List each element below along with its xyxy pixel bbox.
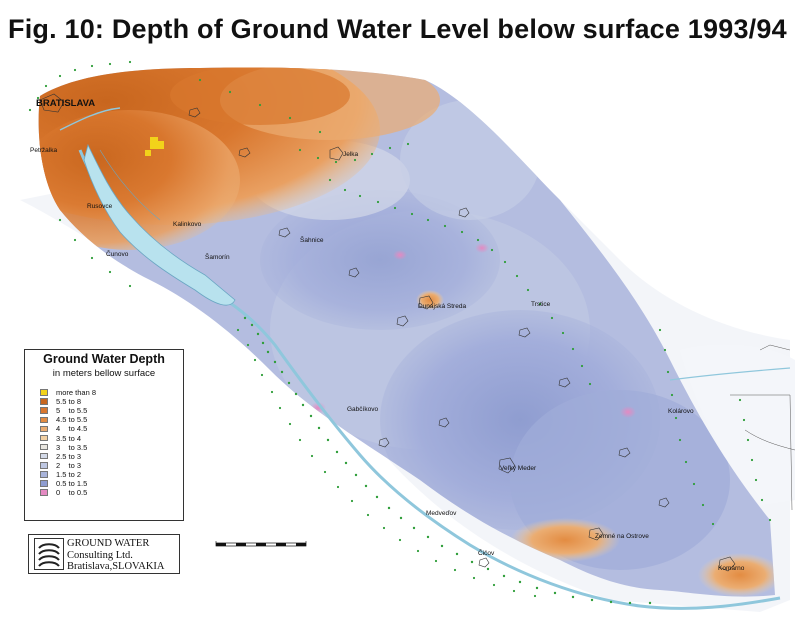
legend-swatch [40,480,48,487]
legend-label: 3 to 3.5 [56,442,88,452]
legend-label: 2 to 3 [56,460,82,470]
company-name-line: Bratislava,SLOVAKIA [67,561,165,572]
legend-title: Ground Water Depth [43,352,165,366]
legend-item: more than 8 [40,388,96,397]
page-title: Fig. 10: Depth of Ground Water Level bel… [8,14,787,44]
legend-label: 4.5 to 5.5 [56,415,88,425]
place-label: Rusovce [87,203,113,210]
legend-item: 5.5 to 8 [40,397,96,406]
legend-swatch [40,489,48,496]
legend-label: 2.5 to 3 [56,451,82,461]
legend-swatch [40,389,48,396]
danube-river [59,107,791,610]
legend: Ground Water Depth in meters bellow surf… [24,349,184,521]
company-name-line: Consulting Ltd. [67,549,133,561]
legend-item: 3.5 to 4 [40,433,96,443]
legend-item: 4.5 to 5.5 [40,415,96,424]
place-label: Kolárovo [668,408,694,415]
legend-label: more than 8 [56,388,97,398]
place-label: BRATISLAVA [36,98,95,109]
legend-item: 2 to 3 [40,461,96,470]
place-label: Gabčíkovo [347,406,378,413]
legend-item: 4 to 4.5 [40,424,96,433]
legend-swatch [40,443,48,451]
place-label: Zemné na Ostrove [595,533,649,540]
place-label: Petržalka [30,147,57,154]
roads [730,344,796,511]
company-name-line: GROUND WATER [67,538,150,549]
place-label: Šamorín [205,252,230,261]
legend-item: 1.5 to 2 [40,470,96,479]
legend-item: 2.5 to 3 [40,452,96,461]
legend-swatch [40,471,48,478]
legend-swatch [40,398,48,405]
legend-item: 5 to 5.5 [40,406,96,415]
legend-swatch [40,407,48,414]
place-label: Čunovo [106,249,129,258]
legend-swatch [40,425,48,433]
legend-swatch [40,416,48,424]
scale-bar [215,541,307,547]
place-label: Šahnice [300,235,324,244]
legend-item: 0 to 0.5 [40,488,96,497]
legend-subtitle: in meters bellow surface [52,368,156,379]
legend-swatch [40,462,48,469]
place-label: Jelka [343,151,359,158]
place-label: Čičov [478,548,495,557]
settlement-outlines [39,93,736,572]
legend-item: 3 to 3.5 [40,443,96,452]
legend-label: 0 to 0.5 [56,488,88,498]
company-logo-box: GROUND WATER Consulting Ltd. Bratislava,… [28,534,180,574]
vegetation-dots [28,60,772,605]
legend-swatch [40,434,48,442]
company-emblem-icon [34,538,64,570]
legend-label: 1.5 to 2 [56,469,82,479]
legend-label: 4 to 4.5 [56,424,88,434]
legend-label: 3.5 to 4 [56,433,82,443]
place-label: Medveďov [426,510,457,517]
place-label: Dunajská Streda [418,303,466,310]
place-labels: BRATISLAVA Petržalka Rusovce Čunovo Kali… [30,98,745,572]
company-name: GROUND WATER Consulting Ltd. Bratislava,… [67,538,165,573]
legend-label: 5.5 to 8 [56,397,82,407]
place-label: Veľký Meder [500,465,537,472]
place-label: Trstice [531,301,551,308]
place-label: Kalinkovo [173,221,202,228]
legend-swatch [40,452,48,460]
legend-label: 0.5 to 1.5 [56,478,88,488]
legend-label: 5 to 5.5 [56,406,88,416]
legend-item: 0.5 to 1.5 [40,479,96,488]
place-label: Komárno [718,565,745,572]
